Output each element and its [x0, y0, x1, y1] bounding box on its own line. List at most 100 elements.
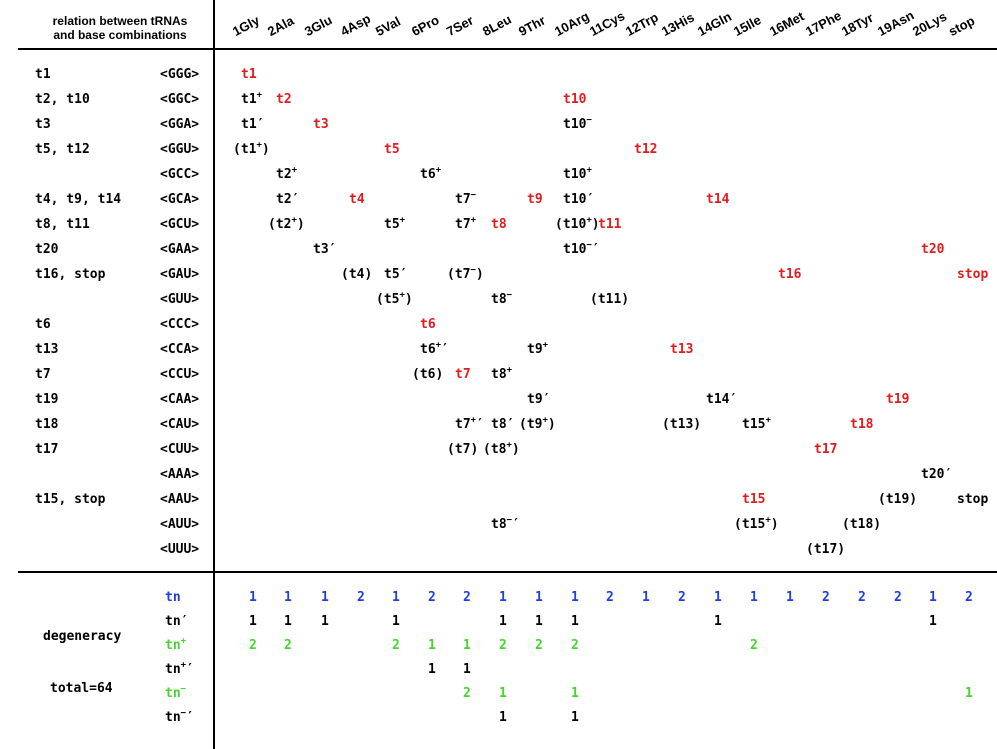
table-cell: t8−′ — [491, 515, 520, 532]
degeneracy-row-label: tn+′ — [165, 660, 194, 677]
degeneracy-value: 1 — [571, 590, 579, 605]
degeneracy-value: 2 — [249, 638, 257, 653]
table-cell: t10−′ — [563, 240, 600, 257]
degeneracy-value: 1 — [642, 590, 650, 605]
table-cell: t8′ — [491, 417, 515, 432]
total-label: total=64 — [50, 681, 113, 696]
table-cell: t13 — [670, 342, 694, 357]
degeneracy-value: 2 — [284, 638, 292, 653]
table-cell: t7+′ — [455, 415, 484, 432]
column-header: 12Trp — [622, 9, 661, 39]
degeneracy-value: 1 — [463, 638, 471, 653]
degeneracy-value: 2 — [606, 590, 614, 605]
column-divider — [213, 0, 215, 749]
row-trna-label: t18 — [35, 417, 59, 432]
table-cell: (t2+) — [268, 215, 305, 232]
degeneracy-value: 1 — [535, 614, 543, 629]
degeneracy-value: 2 — [750, 638, 758, 653]
degeneracy-value: 2 — [392, 638, 400, 653]
degeneracy-value: 1 — [786, 590, 794, 605]
table-cell: t20′ — [921, 467, 953, 482]
row-codon: <GGU> — [160, 142, 200, 157]
degeneracy-row-label: tn−′ — [165, 708, 194, 725]
title-line-2: and base combinations — [53, 28, 187, 42]
table-cell: t14′ — [706, 392, 738, 407]
degeneracy-value: 1 — [463, 662, 471, 677]
table-cell: t7− — [455, 190, 477, 207]
row-codon: <AAU> — [160, 492, 200, 507]
column-header: 17Phe — [802, 7, 844, 39]
table-cell: stop — [957, 492, 989, 507]
table-cell: t20 — [921, 242, 945, 257]
table-cell: t12 — [634, 142, 658, 157]
row-codon: <CCU> — [160, 367, 200, 382]
table-cell: t14 — [706, 192, 730, 207]
degeneracy-value: 1 — [929, 590, 937, 605]
table-cell: (t4) — [341, 267, 373, 282]
row-trna-label: t19 — [35, 392, 59, 407]
column-header: 18Tyr — [838, 9, 876, 39]
table-cell: t9 — [527, 192, 543, 207]
column-header: 5Val — [372, 13, 403, 39]
table-cell: t5 — [384, 142, 400, 157]
table-cell: (t8+) — [483, 440, 520, 457]
table-cell: (t1+) — [233, 140, 270, 157]
column-header: 11Cys — [586, 8, 628, 39]
row-codon: <UUU> — [160, 542, 200, 557]
degeneracy-value: 1 — [249, 590, 257, 605]
table-cell: t18 — [850, 417, 874, 432]
column-header: 6Pro — [408, 12, 442, 39]
column-header: stop — [945, 12, 978, 39]
degeneracy-value: 2 — [894, 590, 902, 605]
table-title: relation between tRNAs and base combinat… — [30, 14, 210, 42]
row-codon: <CAA> — [160, 392, 200, 407]
table-cell: t11 — [598, 217, 622, 232]
degeneracy-value: 1 — [499, 590, 507, 605]
degeneracy-value: 1 — [571, 614, 579, 629]
table-cell: t1 — [241, 67, 257, 82]
row-codon: <GCC> — [160, 167, 200, 182]
degeneracy-value: 2 — [428, 590, 436, 605]
degeneracy-value: 1 — [499, 614, 507, 629]
table-cell: t2+ — [276, 165, 298, 182]
degeneracy-value: 1 — [321, 614, 329, 629]
degeneracy-value: 1 — [750, 590, 758, 605]
table-cell: t7 — [455, 367, 471, 382]
table-cell: (t7−) — [447, 265, 484, 282]
degeneracy-value: 1 — [499, 686, 507, 701]
table-cell: t5′ — [384, 267, 408, 282]
degeneracy-value: 2 — [463, 686, 471, 701]
table-cell: (t18) — [842, 517, 882, 532]
row-codon: <CCA> — [160, 342, 200, 357]
table-cell: t8+ — [491, 365, 513, 382]
row-codon: <CAU> — [160, 417, 200, 432]
row-codon: <GUU> — [160, 292, 200, 307]
degeneracy-value: 1 — [392, 590, 400, 605]
table-cell: t10 — [563, 92, 587, 107]
row-codon: <GGC> — [160, 92, 200, 107]
column-header: 15Ile — [730, 12, 764, 39]
column-header: 20Lys — [909, 8, 950, 39]
degeneracy-value: 1 — [929, 614, 937, 629]
table-cell: t6+ — [420, 165, 442, 182]
table-cell: (t13) — [662, 417, 702, 432]
table-cell: t3 — [313, 117, 329, 132]
table-cell: t5+ — [384, 215, 406, 232]
row-trna-label: t13 — [35, 342, 59, 357]
degeneracy-value: 1 — [571, 686, 579, 701]
degeneracy-value: 1 — [714, 590, 722, 605]
degeneracy-value: 2 — [822, 590, 830, 605]
degeneracy-value: 2 — [571, 638, 579, 653]
degeneracy-row-label: tn′ — [165, 614, 189, 629]
degeneracy-value: 1 — [392, 614, 400, 629]
table-cell: t15+ — [742, 415, 771, 432]
row-trna-label: t16, stop — [35, 267, 106, 282]
table-cell: t3′ — [313, 242, 337, 257]
row-codon: <GAU> — [160, 267, 200, 282]
row-trna-label: t3 — [35, 117, 51, 132]
table-cell: t6 — [420, 317, 436, 332]
title-line-1: relation between tRNAs — [52, 14, 188, 28]
table-cell: (t6) — [412, 367, 444, 382]
column-header: 16Met — [766, 8, 807, 39]
row-trna-label: t8, t11 — [35, 217, 90, 232]
